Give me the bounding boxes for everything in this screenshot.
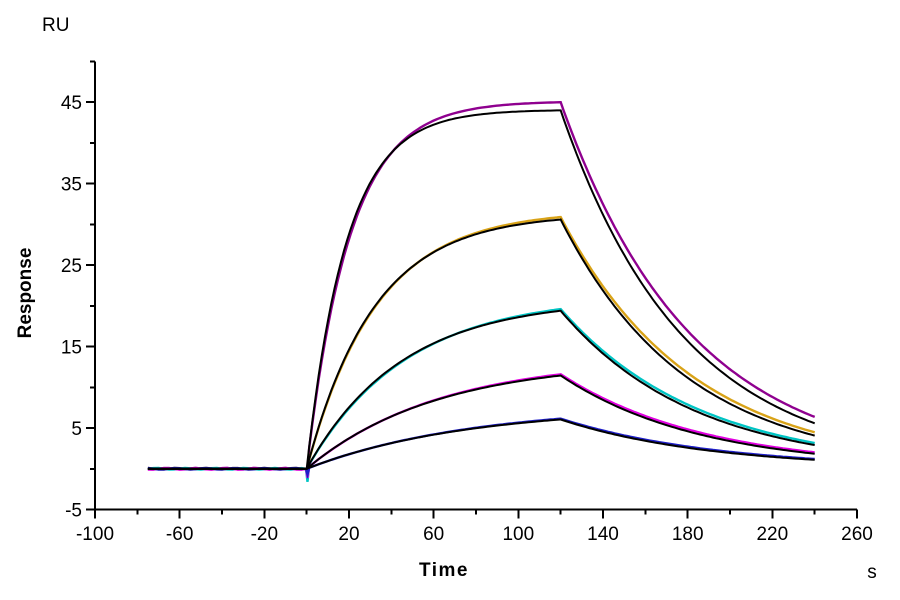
y-tick-label: 15	[61, 338, 82, 359]
x-tick-label: 220	[756, 524, 788, 545]
y-axis-unit-label: RU	[42, 15, 69, 36]
x-axis-unit-label: s	[867, 562, 877, 583]
curve-1-fit	[147, 109, 816, 470]
x-tick-label: 140	[587, 524, 619, 545]
y-tick-label: 35	[61, 175, 82, 196]
y-axis-title: Response	[15, 248, 36, 339]
curves	[147, 101, 816, 482]
y-tick-label: 45	[61, 93, 82, 114]
x-tick-label: 100	[502, 524, 534, 545]
axes: -100 -60 -20 20 60 100 140 180 220 260 -5 5 15 25 35 45	[61, 60, 873, 545]
y-tick-label: 5	[71, 419, 82, 440]
curve-3-fit	[147, 309, 815, 470]
y-tick-label: -5	[65, 501, 82, 522]
x-tick-label: 180	[672, 524, 704, 545]
x-tick-label: 60	[423, 524, 444, 545]
x-tick-label: 260	[841, 524, 873, 545]
y-tick-label: 25	[61, 256, 82, 277]
curve-4-fit	[147, 374, 815, 470]
x-axis-title: Time	[419, 560, 469, 581]
x-tick-label: -100	[76, 524, 114, 545]
curve-2-fit	[147, 218, 815, 470]
x-tick-label: 20	[338, 524, 359, 545]
x-tick-label: -20	[251, 524, 278, 545]
curve-5-fit	[147, 418, 815, 470]
x-tick-label: -60	[166, 524, 193, 545]
